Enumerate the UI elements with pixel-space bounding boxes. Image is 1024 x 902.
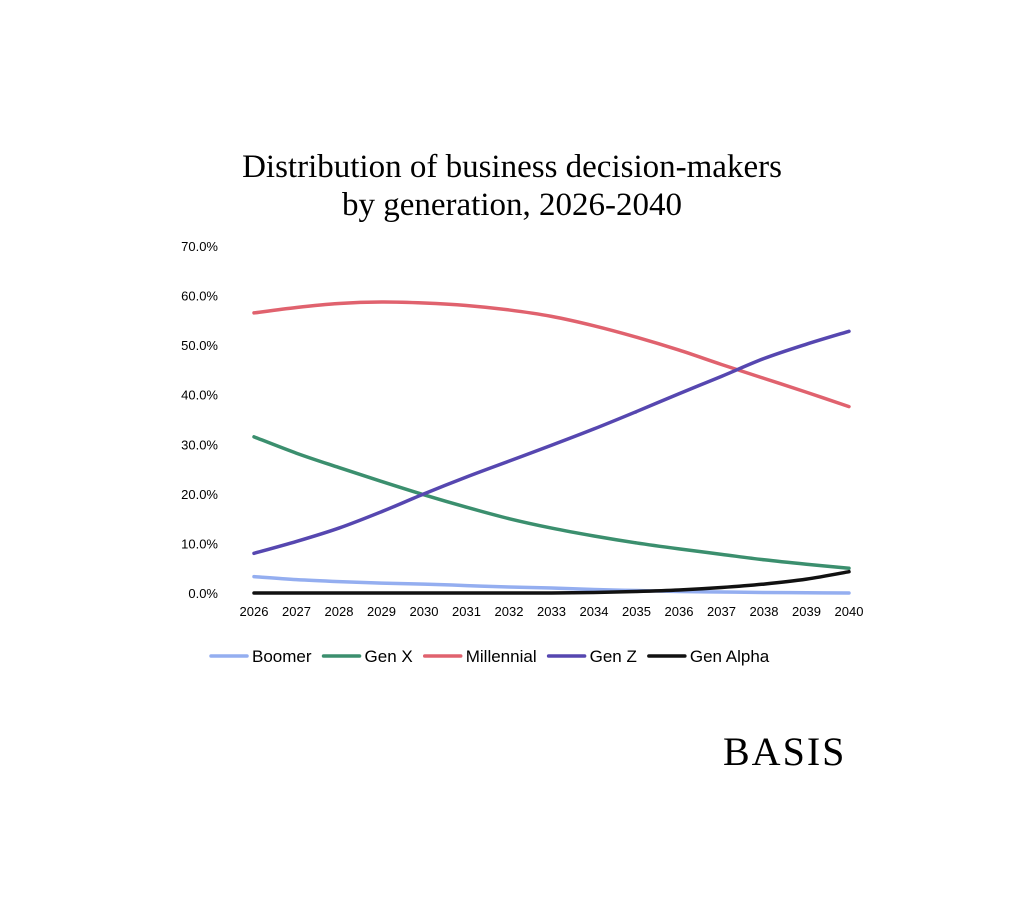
y-tick-label: 0.0% [188,586,218,601]
series-line-gen-x [252,435,851,570]
x-tick-label: 2038 [750,604,779,619]
x-tick-label: 2032 [495,604,524,619]
x-tick-label: 2034 [580,604,609,619]
y-tick-label: 20.0% [181,487,218,502]
legend-label-millennial: Millennial [466,647,537,666]
x-tick-label: 2037 [707,604,736,619]
series-line-gen-z [252,329,851,556]
series-line-millennial [252,300,851,409]
series-line-boomer [252,574,851,595]
legend-label-gen-alpha: Gen Alpha [690,647,770,666]
x-tick-label: 2033 [537,604,566,619]
chart-title: Distribution of business decision-makers… [0,148,1024,224]
y-tick-label: 70.0% [181,239,218,254]
x-tick-label: 2040 [835,604,864,619]
basis-logo: BASIS [723,729,847,774]
x-tick-label: 2039 [792,604,821,619]
x-tick-label: 2036 [665,604,694,619]
x-tick-label: 2035 [622,604,651,619]
legend-label-gen-x: Gen X [365,647,413,666]
x-tick-label: 2026 [240,604,269,619]
y-tick-label: 60.0% [181,289,218,304]
x-tick-label: 2031 [452,604,481,619]
x-tick-label: 2028 [325,604,354,619]
y-tick-label: 10.0% [181,536,218,551]
y-tick-label: 40.0% [181,388,218,403]
chart-title-line-1: Distribution of business decision-makers [242,149,782,185]
legend-label-gen-z: Gen Z [590,647,637,666]
series-line-gen-alpha [252,569,851,595]
x-tick-label: 2030 [410,604,439,619]
legend-label-boomer: Boomer [252,647,312,666]
y-tick-label: 30.0% [181,437,218,452]
x-tick-label: 2029 [367,604,396,619]
x-tick-label: 2027 [282,604,311,619]
y-tick-label: 50.0% [181,338,218,353]
chart-title-line-2: by generation, 2026-2040 [341,187,682,223]
